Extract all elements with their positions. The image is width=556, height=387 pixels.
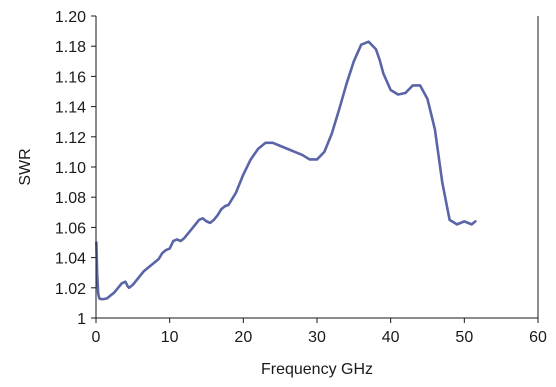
y-tick-label: 1.16 bbox=[55, 69, 86, 86]
y-tick-label: 1.18 bbox=[55, 39, 86, 56]
x-ticks: 0 10 20 30 40 50 60 bbox=[92, 318, 547, 346]
x-tick-label: 40 bbox=[382, 329, 400, 346]
y-tick-label: 1.10 bbox=[55, 160, 86, 177]
y-axis-title: SWR bbox=[17, 148, 34, 185]
x-tick-label: 30 bbox=[308, 329, 326, 346]
x-tick-label: 10 bbox=[161, 329, 179, 346]
x-tick-label: 0 bbox=[92, 329, 101, 346]
y-tick-label: 1.02 bbox=[55, 281, 86, 298]
x-tick-label: 50 bbox=[455, 329, 473, 346]
y-tick-label: 1.08 bbox=[55, 190, 86, 207]
y-tick-label: 1 bbox=[77, 311, 86, 328]
y-tick-label: 1.04 bbox=[55, 251, 86, 268]
axes bbox=[95, 16, 539, 319]
x-tick-label: 60 bbox=[529, 329, 547, 346]
y-tick-label: 1.20 bbox=[55, 9, 86, 26]
x-tick-label: 20 bbox=[234, 329, 252, 346]
y-tick-label: 1.06 bbox=[55, 220, 86, 237]
y-ticks: 1 1.02 1.04 1.06 1.08 1.10 1.12 1.14 1.16 1.18 1.2… bbox=[55, 9, 96, 328]
x-axis-title: Frequency GHz bbox=[261, 361, 373, 378]
series-line-0 bbox=[95, 40, 477, 301]
y-tick-label: 1.12 bbox=[55, 130, 86, 147]
plot-area bbox=[95, 40, 477, 301]
y-tick-label: 1.14 bbox=[55, 100, 86, 117]
